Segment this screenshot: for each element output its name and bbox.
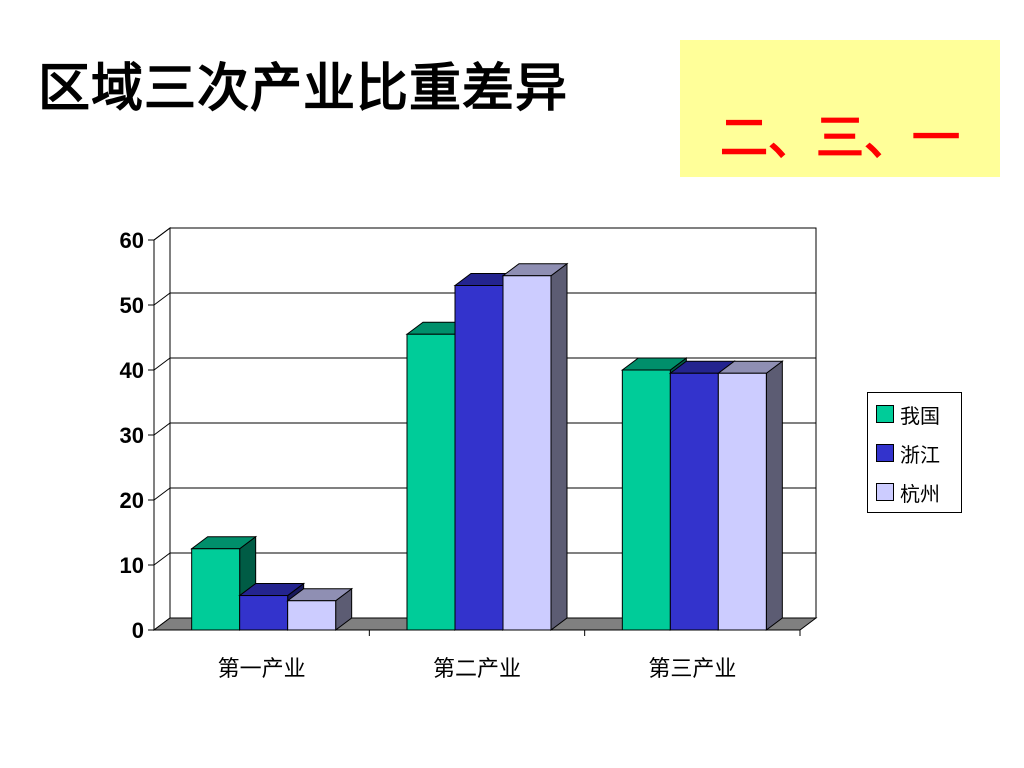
x-tick-label: 第二产业 [433,657,521,682]
bar-side [550,262,568,631]
bar [239,595,289,631]
gridline-side [153,227,171,241]
order-text: 二、三、一 [719,110,960,166]
legend-item: 杭州 [876,479,940,506]
y-tick-label: 60 [120,228,144,253]
bar [191,548,241,631]
gridline-side [153,422,171,436]
bar [621,369,671,631]
x-tick-label: 第三产业 [648,657,736,682]
y-tick-label: 20 [120,488,144,513]
slide-title: 区域三次产业比重差异 [38,59,569,119]
bar [287,600,337,631]
gridline-side [153,357,171,371]
y-tick-label: 50 [120,293,144,318]
legend-swatch [876,405,894,423]
bar [717,372,767,631]
gridline-side [153,292,171,306]
bar [406,333,456,631]
y-tick-label: 40 [120,358,144,383]
gridline-side [153,487,171,501]
bar [454,285,504,631]
y-tick-label: 30 [120,423,144,448]
order-highlight-box: 二、三、一 [680,40,1000,177]
legend-swatch [876,483,894,501]
legend-swatch [876,444,894,462]
bar [669,372,719,631]
y-tick-label: 0 [132,618,144,643]
legend-label: 我国 [900,403,940,428]
y-tick-label: 10 [120,553,144,578]
legend-item: 我国 [876,401,940,428]
legend-label: 浙江 [900,442,940,467]
bar [502,275,552,631]
bar-side [765,360,783,631]
legend-item: 浙江 [876,440,940,467]
legend-label: 杭州 [900,481,940,506]
gridline-side [153,552,171,566]
x-tick-label: 第一产业 [218,657,306,682]
chart-legend: 我国 浙江 杭州 [867,392,962,513]
